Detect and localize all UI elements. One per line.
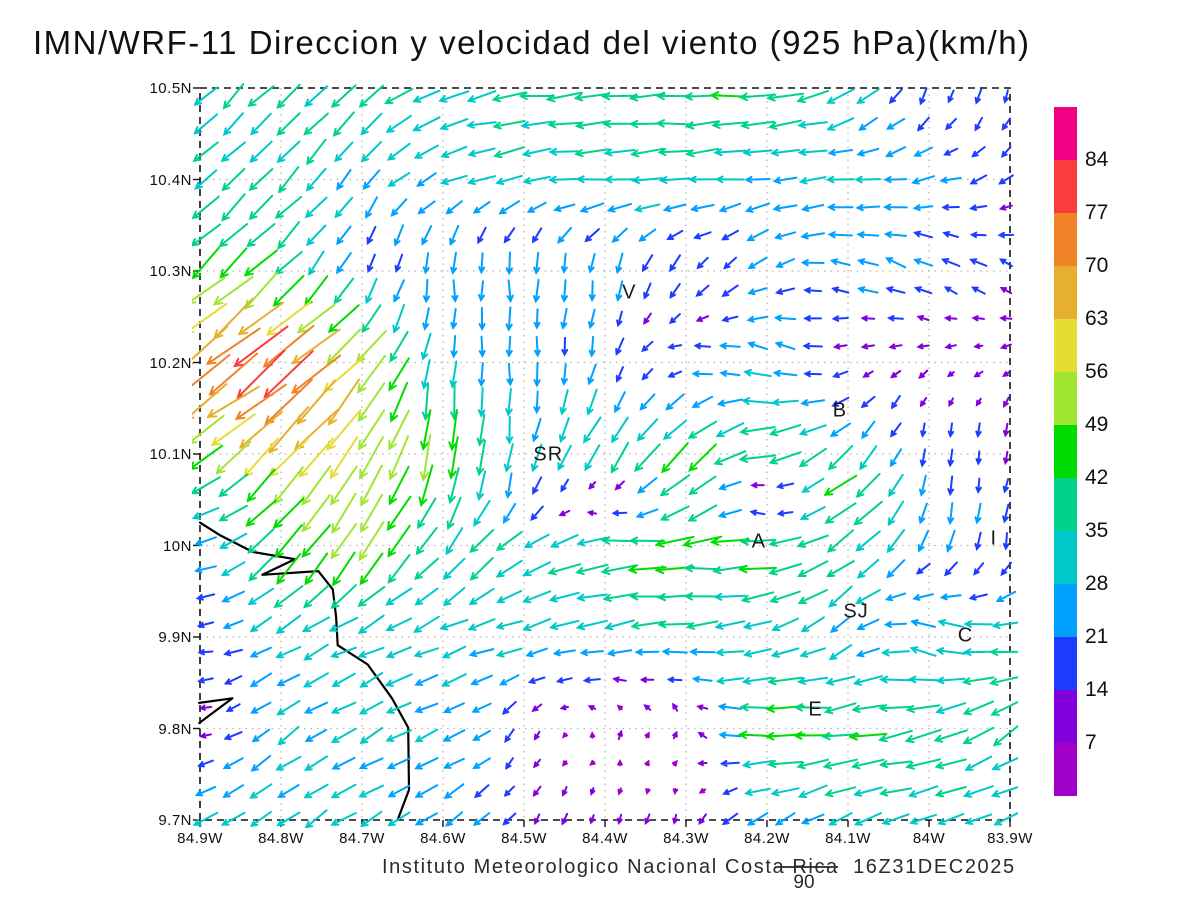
x-axis-label: 84W — [912, 830, 946, 847]
colorbar-segment — [1054, 372, 1077, 425]
colorbar-segment — [1054, 690, 1077, 743]
coastline — [198, 521, 411, 822]
colorbar-label: 42 — [1085, 466, 1109, 489]
page-title: IMN/WRF-11 Direccion y velocidad del vie… — [33, 24, 1031, 61]
footer-credit: Instituto Meteorologico Nacional Costa R… — [382, 856, 1016, 878]
station-label-sr: SR — [533, 443, 564, 466]
colorbar-segment — [1054, 584, 1077, 637]
x-axis-label: 84.6W — [420, 830, 466, 847]
y-axis-label: 10.2N — [149, 354, 192, 372]
colorbar-segment — [1054, 637, 1077, 690]
y-axis-label: 10.5N — [149, 80, 192, 97]
station-label-c: C — [957, 624, 974, 647]
colorbar-segment — [1054, 266, 1077, 319]
station-label-a: A — [751, 530, 767, 553]
colorbar-label: 7 — [1085, 731, 1097, 754]
station-label-i: I — [990, 527, 998, 550]
colorbar-label: 21 — [1085, 625, 1109, 648]
colorbar-label: 49 — [1085, 413, 1109, 436]
x-axis-label: 84.8W — [258, 830, 304, 847]
x-axis-label: 84.5W — [501, 830, 547, 847]
station-label-v: V — [622, 281, 637, 304]
plot-border — [199, 87, 1011, 821]
colorbar-segment — [1054, 531, 1077, 584]
colorbar-label: 56 — [1085, 360, 1109, 383]
x-axis-label: 84.3W — [663, 830, 709, 847]
x-axis-label: 84.7W — [339, 830, 385, 847]
y-axis-label: 9.8N — [158, 720, 192, 738]
colorbar-segment — [1054, 160, 1077, 213]
y-axis-label: 10.4N — [149, 171, 192, 189]
colorbar-label: 14 — [1085, 678, 1109, 701]
station-label-sj: SJ — [843, 600, 869, 623]
y-axis-label: 9.9N — [158, 629, 192, 646]
y-axis-label: 9.7N — [158, 812, 192, 829]
station-label-b: B — [832, 399, 848, 422]
colorbar-segment — [1054, 478, 1077, 531]
y-axis-label: 10.3N — [149, 263, 192, 280]
colorbar-label: 84 — [1085, 148, 1109, 171]
colorbar-segment — [1054, 107, 1077, 160]
y-axis-label: 10N — [162, 537, 192, 555]
colorbar-segment — [1054, 319, 1077, 372]
x-axis-label: 84.2W — [744, 830, 790, 847]
x-axis-label: 83.9W — [987, 830, 1033, 847]
reference-vector-label: 90 — [793, 872, 815, 893]
colorbar-segment — [1054, 425, 1077, 478]
lat-lon-gridlines — [200, 88, 1010, 820]
station-label-e: E — [808, 698, 823, 721]
wind-vectors — [192, 83, 1018, 828]
y-axis-label: 10.1N — [149, 446, 192, 463]
colorbar-label: 77 — [1085, 201, 1109, 224]
x-axis-label: 84.1W — [825, 830, 871, 847]
colorbar-label: 63 — [1085, 307, 1109, 330]
colorbar-label: 70 — [1085, 254, 1109, 277]
colorbar-segment — [1054, 213, 1077, 266]
x-axis-label: 84.9W — [177, 830, 223, 847]
colorbar-segment — [1054, 743, 1077, 796]
colorbar-label: 35 — [1085, 519, 1109, 542]
x-axis-label: 84.4W — [582, 830, 628, 847]
colorbar-label: 28 — [1085, 572, 1109, 595]
